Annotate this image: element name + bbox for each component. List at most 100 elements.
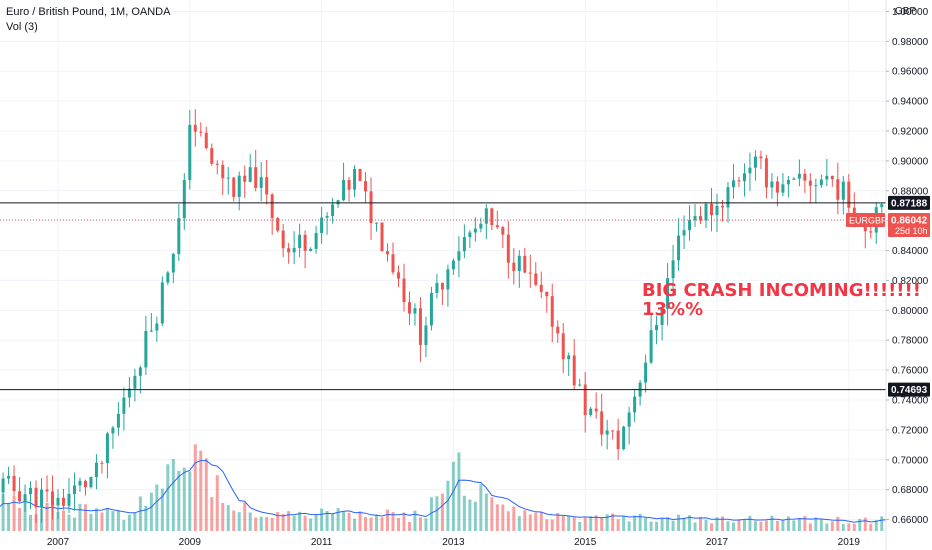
volume-bar [869, 523, 873, 531]
volume-bar [539, 512, 543, 531]
volume-bar [100, 512, 104, 531]
y-tick-label: 0.88000 [892, 186, 929, 197]
volume-bar [210, 497, 214, 531]
volume-bar [770, 515, 774, 531]
candle-body [243, 175, 247, 182]
candle-body [495, 225, 499, 228]
candle-body [451, 260, 455, 270]
volume-bar [12, 495, 16, 531]
candle-body [550, 296, 554, 327]
candle-body [276, 218, 280, 231]
volume-bar [451, 461, 455, 531]
ticker-label: EURGBP [849, 216, 887, 226]
candle-body [841, 181, 845, 200]
candle-body [248, 167, 252, 182]
volume-bar [309, 518, 313, 531]
volume-bar [611, 513, 615, 531]
candle-body [369, 191, 373, 224]
candle-body [188, 124, 192, 181]
volume-bar [753, 521, 757, 531]
candle-body [347, 179, 351, 190]
volume-bar [495, 504, 499, 531]
candle-body [512, 262, 516, 272]
volume-bar [358, 511, 362, 531]
candle-body [682, 230, 686, 236]
x-tick-label: 2007 [47, 537, 70, 548]
volume-bar [808, 523, 812, 531]
volume-bar [457, 452, 461, 531]
crash-annotation: BIG CRASH INCOMING!!!!!!! 13%% [642, 281, 921, 319]
volume-bar [704, 519, 708, 531]
y-tick-label: 0.96000 [892, 67, 929, 78]
volume-bar [550, 519, 554, 531]
volume-bar [748, 515, 752, 531]
volume-indicator-label[interactable]: Vol (3) [6, 21, 38, 33]
candle-body [715, 205, 719, 216]
candle-body [226, 177, 230, 179]
candle-body [232, 177, 236, 197]
volume-bar [814, 517, 818, 531]
volume-bar [545, 519, 549, 531]
candle-body [764, 158, 768, 188]
candle-body [753, 156, 757, 168]
volume-bar [248, 512, 252, 531]
volume-bar [561, 516, 565, 531]
volume-bar [644, 517, 648, 531]
level-price-label: 0.87188 [891, 198, 928, 209]
volume-bar [523, 510, 527, 531]
volume-bar [342, 511, 346, 531]
volume-bar [320, 508, 324, 531]
volume-bar [314, 514, 318, 531]
volume-bar [655, 521, 659, 531]
volume-bar [720, 516, 724, 531]
candle-body [528, 272, 532, 274]
volume-bar [435, 496, 439, 531]
candle-body [847, 181, 851, 208]
volume-bar [666, 517, 670, 531]
volume-bar [589, 516, 593, 531]
candle-body [737, 180, 741, 182]
candle-body [655, 324, 659, 331]
candle-body [880, 204, 884, 208]
volume-bar [94, 508, 98, 531]
candle-body [781, 184, 785, 193]
ticker-badge[interactable] [846, 213, 885, 228]
volume-bar [7, 503, 11, 531]
candle-body [616, 430, 620, 450]
candle-body [666, 278, 670, 309]
volume-bar [265, 516, 269, 531]
candle-body [429, 292, 433, 326]
price-axis-bg[interactable] [886, 0, 932, 550]
volume-bars [1, 444, 932, 531]
level-price-label: 0.74693 [891, 385, 928, 396]
volume-bar [413, 510, 417, 531]
volume-bar [484, 493, 488, 531]
volume-bar [193, 444, 197, 531]
volume-bar [336, 508, 340, 531]
volume-bar [171, 458, 175, 531]
volume-bar [874, 520, 878, 531]
volume-bar [418, 517, 422, 531]
level-price-badge [888, 382, 930, 397]
candle-body [611, 430, 615, 432]
volume-bar [682, 518, 686, 531]
volume-bar [78, 503, 82, 531]
candle-body [391, 254, 395, 273]
volume-bar [699, 516, 703, 531]
candle-body [325, 215, 329, 218]
candle-body [358, 168, 362, 182]
volume-bar [23, 500, 27, 531]
candle-body [462, 237, 466, 252]
volume-bar [254, 517, 258, 531]
candle-body [830, 175, 834, 180]
volume-bar [67, 514, 71, 531]
volume-bar [215, 475, 219, 531]
volume-bar [375, 514, 379, 531]
candle-body [704, 203, 708, 221]
x-tick-label: 2011 [311, 537, 333, 548]
candle-body [567, 355, 571, 360]
volume-bar [797, 518, 801, 531]
volume-bar [693, 522, 697, 531]
